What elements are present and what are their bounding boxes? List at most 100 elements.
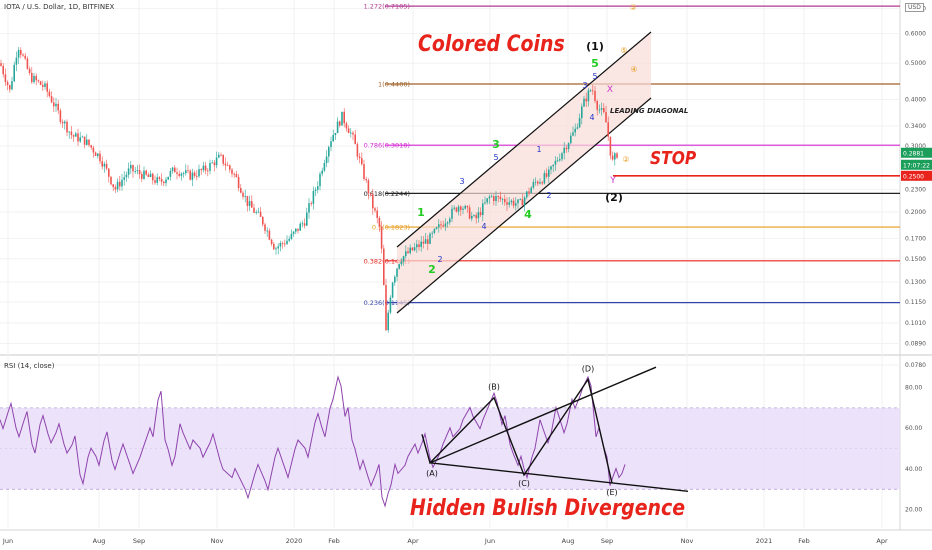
candle-body[interactable] <box>88 139 90 146</box>
candle-body[interactable] <box>440 224 442 226</box>
candle-body[interactable] <box>464 205 466 209</box>
candle-body[interactable] <box>512 200 515 206</box>
candle-body[interactable] <box>189 170 191 180</box>
candle-body[interactable] <box>380 226 383 249</box>
candle-body[interactable] <box>376 210 378 218</box>
candle-body[interactable] <box>328 147 330 157</box>
candle-body[interactable] <box>33 75 35 83</box>
candle-body[interactable] <box>473 215 475 216</box>
candle-body[interactable] <box>207 170 209 172</box>
candle-body[interactable] <box>416 244 418 248</box>
candle-body[interactable] <box>596 100 598 110</box>
candle-body[interactable] <box>68 131 70 133</box>
candle-body[interactable] <box>281 242 284 244</box>
candle-body[interactable] <box>13 64 15 82</box>
candle-body[interactable] <box>143 170 145 179</box>
candle-body[interactable] <box>420 241 422 248</box>
candle-body[interactable] <box>394 276 396 283</box>
candle-body[interactable] <box>215 157 218 166</box>
candle-body[interactable] <box>565 147 568 150</box>
candle-body[interactable] <box>308 203 310 213</box>
candle-body[interactable] <box>191 172 194 180</box>
candle-body[interactable] <box>484 202 486 204</box>
candle-body[interactable] <box>603 108 605 113</box>
candle-body[interactable] <box>424 239 427 244</box>
candle-body[interactable] <box>114 187 117 190</box>
candle-body[interactable] <box>0 63 2 66</box>
candle-body[interactable] <box>169 170 172 177</box>
candle-body[interactable] <box>323 162 326 171</box>
candle-body[interactable] <box>468 207 471 219</box>
candle-body[interactable] <box>332 135 334 142</box>
candle-body[interactable] <box>24 55 26 59</box>
candle-body[interactable] <box>363 164 365 179</box>
candle-body[interactable] <box>81 136 84 138</box>
candle-body[interactable] <box>220 154 222 156</box>
candle-body[interactable] <box>240 188 242 193</box>
price-badge[interactable] <box>901 170 932 181</box>
currency-badge[interactable]: USD <box>905 3 924 12</box>
candle-body[interactable] <box>594 90 596 101</box>
candle-body[interactable] <box>202 165 205 171</box>
candle-body[interactable] <box>121 179 123 187</box>
candle-body[interactable] <box>55 103 57 107</box>
candle-body[interactable] <box>92 147 95 153</box>
candle-body[interactable] <box>413 247 416 251</box>
candle-body[interactable] <box>297 228 299 231</box>
candle-body[interactable] <box>136 170 139 172</box>
candle-body[interactable] <box>196 176 198 177</box>
candle-body[interactable] <box>611 155 614 160</box>
candle-body[interactable] <box>299 223 301 231</box>
candle-body[interactable] <box>508 202 510 205</box>
candle-body[interactable] <box>246 195 249 206</box>
candle-body[interactable] <box>200 169 202 171</box>
candle-body[interactable] <box>99 153 101 162</box>
candle-body[interactable] <box>574 128 576 133</box>
candle-body[interactable] <box>405 251 407 257</box>
candle-body[interactable] <box>251 201 253 208</box>
candle-body[interactable] <box>26 58 29 69</box>
candle-body[interactable] <box>466 205 469 208</box>
candle-body[interactable] <box>541 182 543 184</box>
candle-body[interactable] <box>517 199 519 204</box>
candle-body[interactable] <box>339 121 341 126</box>
candle-body[interactable] <box>253 207 255 213</box>
candle-body[interactable] <box>592 90 594 92</box>
candle-body[interactable] <box>369 193 372 195</box>
candle-body[interactable] <box>224 163 227 166</box>
candle-body[interactable] <box>431 232 433 234</box>
price-badge[interactable] <box>901 159 932 170</box>
candle-body[interactable] <box>402 256 405 262</box>
candle-body[interactable] <box>451 208 453 219</box>
candle-body[interactable] <box>407 251 409 254</box>
candle-body[interactable] <box>231 169 233 174</box>
candle-body[interactable] <box>567 143 570 150</box>
candle-body[interactable] <box>585 98 587 102</box>
candle-body[interactable] <box>578 117 581 128</box>
candle-body[interactable] <box>367 180 370 194</box>
candle-body[interactable] <box>42 84 44 87</box>
candle-body[interactable] <box>471 215 473 219</box>
candle-body[interactable] <box>383 248 385 286</box>
candle-body[interactable] <box>277 246 279 249</box>
candle-body[interactable] <box>46 83 48 92</box>
candle-body[interactable] <box>77 133 79 142</box>
candle-body[interactable] <box>519 199 521 201</box>
candle-body[interactable] <box>20 50 22 55</box>
candle-body[interactable] <box>446 222 449 224</box>
candle-body[interactable] <box>455 207 458 212</box>
candle-body[interactable] <box>11 81 13 90</box>
candle-body[interactable] <box>556 160 559 162</box>
candle-body[interactable] <box>22 54 24 56</box>
candle-body[interactable] <box>576 127 579 129</box>
candle-body[interactable] <box>130 165 132 169</box>
candle-body[interactable] <box>31 72 33 83</box>
candle-body[interactable] <box>61 121 64 124</box>
candle-body[interactable] <box>275 248 277 250</box>
candle-body[interactable] <box>101 161 103 167</box>
candle-body[interactable] <box>145 170 147 175</box>
candle-body[interactable] <box>539 182 541 184</box>
candle-body[interactable] <box>422 241 425 244</box>
candle-body[interactable] <box>123 177 125 180</box>
candle-body[interactable] <box>453 207 455 209</box>
